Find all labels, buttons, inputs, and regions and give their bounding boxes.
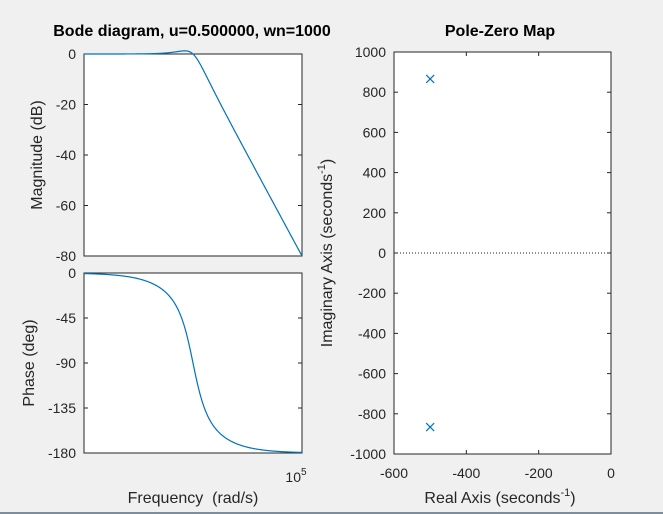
y-tick-label: -600 xyxy=(358,366,386,382)
y-tick-label: 0 xyxy=(378,245,386,261)
y-tick-label: -60 xyxy=(56,198,76,214)
pole-zero-y-ticks: 1000 800 600 400 200 0 -200 -400 -600 -800 -1000 xyxy=(350,44,611,462)
pole-zero-axes: Pole-Zero Map Imaginary Axis (seconds-1)… xyxy=(316,23,615,507)
pole-zero-xlabel-sup: -1 xyxy=(560,487,570,499)
pole-zero-xlabel: Real Axis (seconds-1) xyxy=(424,487,575,507)
y-tick-label: 1000 xyxy=(355,44,386,60)
phase-axes: Phase (deg) Frequency (rad/s) 0 -45 -90 -13… xyxy=(21,265,307,507)
pole-zero-xlabel-text: Real Axis (seconds xyxy=(424,490,560,507)
magnitude-series-line xyxy=(84,50,303,257)
y-tick-label: 400 xyxy=(363,165,387,181)
y-tick-label: -400 xyxy=(358,325,386,341)
x-tick-label: 105 xyxy=(285,467,307,485)
pole-marker xyxy=(425,422,435,432)
y-tick-label: 600 xyxy=(363,124,387,140)
frequency-xlabel: Frequency (rad/s) xyxy=(128,490,259,507)
phase-ylabel: Phase (deg) xyxy=(21,319,38,406)
y-tick-label: -1000 xyxy=(350,446,386,462)
x-tick-base: 10 xyxy=(285,469,301,485)
y-tick-label: -80 xyxy=(56,248,76,264)
y-tick-label: -20 xyxy=(56,97,76,113)
y-tick-label: -800 xyxy=(358,406,386,422)
y-tick-label: -90 xyxy=(56,355,76,371)
y-tick-label: -40 xyxy=(56,147,76,163)
pole-zero-ylabel-sup: -1 xyxy=(316,164,328,174)
x-tick-exp: 5 xyxy=(301,467,307,478)
pole-zero-ylabel-tail: ) xyxy=(319,159,336,164)
y-tick-label: 0 xyxy=(68,46,76,62)
y-tick-label: 800 xyxy=(363,84,387,100)
phase-series-line xyxy=(83,272,303,454)
magnitude-axes: Bode diagram, u=0.500000, wn=1000 Magnit… xyxy=(29,23,331,264)
y-tick-label: -45 xyxy=(56,310,76,326)
x-tick-label: -400 xyxy=(452,465,480,481)
y-tick-label: 200 xyxy=(363,205,387,221)
pole-zero-title: Pole-Zero Map xyxy=(445,23,555,40)
phase-x-ticks: 105 xyxy=(285,467,307,485)
pole-marker xyxy=(425,74,435,84)
pole-markers xyxy=(425,74,435,432)
x-tick-label: 0 xyxy=(607,465,615,481)
pole-zero-x-ticks: -600 -400 -200 0 xyxy=(380,52,615,481)
x-tick-label: -200 xyxy=(525,465,553,481)
x-tick-label: -600 xyxy=(380,465,408,481)
pole-zero-ylabel: Imaginary Axis (seconds-1) xyxy=(316,159,336,348)
pole-zero-ylabel-text: Imaginary Axis (seconds xyxy=(319,174,336,347)
magnitude-ylabel: Magnitude (dB) xyxy=(29,100,46,209)
y-tick-label: -180 xyxy=(48,445,76,461)
magnitude-y-ticks: 0 -20 -40 -60 -80 xyxy=(56,46,302,264)
magnitude-title: Bode diagram, u=0.500000, wn=1000 xyxy=(53,23,331,40)
y-tick-label: -135 xyxy=(48,400,76,416)
pole-zero-xlabel-tail: ) xyxy=(570,490,575,507)
phase-y-ticks: 0 -45 -90 -135 -180 xyxy=(48,265,302,461)
magnitude-plot-area xyxy=(83,53,303,257)
window-bottom-border xyxy=(0,512,663,514)
y-tick-label: 0 xyxy=(68,265,76,281)
y-tick-label: -200 xyxy=(358,285,386,301)
